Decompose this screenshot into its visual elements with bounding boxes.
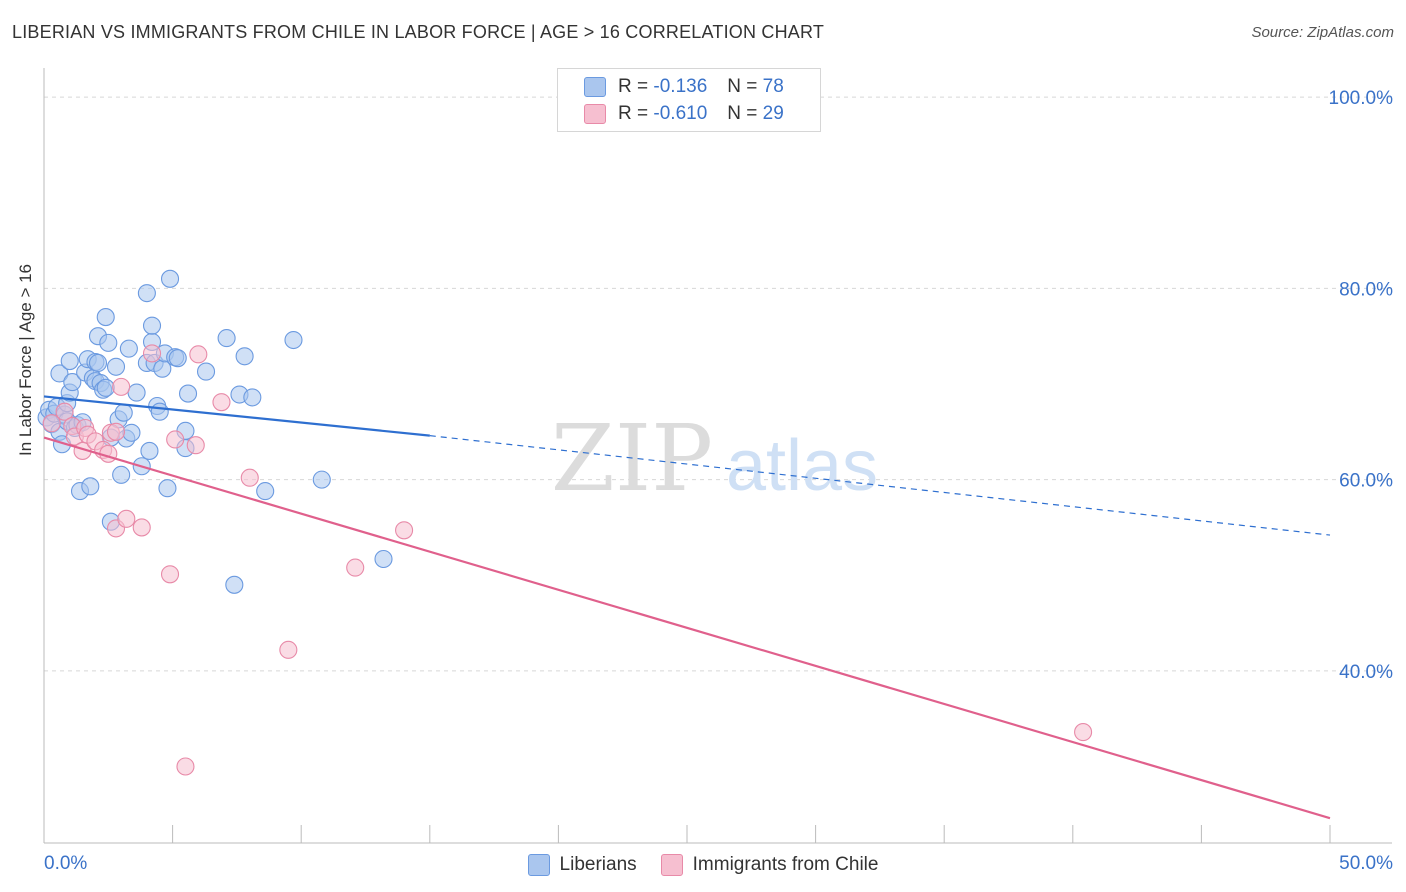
chile-point bbox=[176, 757, 195, 776]
legend-item-chile[interactable]: Immigrants from Chile bbox=[660, 852, 879, 878]
n-label: N = bbox=[727, 103, 758, 124]
data-points bbox=[37, 269, 1093, 776]
liberian-point bbox=[88, 353, 108, 373]
r-value: -0.136 bbox=[653, 76, 708, 97]
liberian-point bbox=[96, 308, 115, 327]
stats-row-chile: R = -0.610 N = 29 bbox=[584, 102, 784, 126]
watermark-atlas: atlas bbox=[726, 426, 878, 506]
liberian-point bbox=[81, 477, 100, 496]
stats-row-liberians: R = -0.136 N = 78 bbox=[584, 75, 784, 99]
legend-item-liberians[interactable]: Liberians bbox=[527, 852, 637, 878]
axes bbox=[43, 68, 1392, 844]
liberian-point bbox=[374, 549, 393, 569]
legend-label: Liberians bbox=[559, 854, 637, 875]
chile-point bbox=[1074, 723, 1093, 742]
legend-label: Immigrants from Chile bbox=[692, 854, 879, 875]
legend: Liberians Immigrants from Chile bbox=[0, 852, 1406, 878]
chile-point bbox=[112, 377, 131, 396]
liberian-point bbox=[127, 383, 146, 402]
tick-labels: 40.0% 60.0% 80.0% 100.0% 0.0% 50.0% bbox=[44, 88, 1393, 874]
chile-point bbox=[279, 640, 298, 659]
liberian-point bbox=[60, 351, 79, 371]
watermark: ZIP atlas bbox=[551, 405, 878, 512]
liberian-point bbox=[225, 575, 244, 594]
chile-point bbox=[160, 565, 180, 584]
liberian-point bbox=[196, 362, 216, 381]
swatch-icon bbox=[584, 77, 606, 97]
liberian-point bbox=[114, 403, 133, 422]
liberian-point bbox=[106, 357, 126, 376]
chile-point bbox=[42, 414, 61, 433]
liberian-trend-extension bbox=[429, 435, 1331, 536]
chile-point bbox=[142, 344, 162, 363]
n-label: N = bbox=[727, 76, 758, 97]
swatch-icon bbox=[584, 104, 606, 124]
liberian-point bbox=[284, 330, 303, 350]
liberian-point bbox=[96, 378, 115, 397]
y-axis-label: In Labor Force | Age > 16 bbox=[16, 263, 35, 456]
liberian-point bbox=[50, 364, 69, 383]
r-label: R = bbox=[618, 103, 649, 124]
liberian-point bbox=[158, 479, 177, 498]
chile-point bbox=[55, 402, 74, 421]
liberian-point bbox=[235, 347, 254, 366]
n-value: 29 bbox=[762, 103, 784, 124]
liberian-point bbox=[312, 470, 331, 489]
y-tick-label: 100.0% bbox=[1329, 88, 1394, 109]
chart-title: LIBERIAN VS IMMIGRANTS FROM CHILE IN LAB… bbox=[12, 22, 825, 42]
grid-lines bbox=[44, 96, 1392, 672]
liberian-point bbox=[140, 441, 159, 460]
chile-trend-line bbox=[43, 436, 1331, 820]
liberian-point bbox=[137, 284, 156, 303]
stats-box: R = -0.136 N = 78 R = -0.610 N = 29 bbox=[557, 68, 821, 132]
chile-point bbox=[166, 430, 185, 449]
chile-point bbox=[189, 345, 208, 364]
y-tick-label: 40.0% bbox=[1339, 662, 1393, 683]
chile-point bbox=[132, 518, 151, 537]
liberian-point bbox=[178, 384, 198, 403]
liberian-trend-line bbox=[43, 395, 430, 437]
liberian-point bbox=[99, 333, 118, 352]
liberian-point bbox=[256, 482, 275, 501]
liberian-point bbox=[122, 423, 141, 442]
liberian-point bbox=[150, 402, 169, 421]
r-value: -0.610 bbox=[653, 103, 708, 124]
chile-point bbox=[106, 422, 126, 441]
r-label: R = bbox=[618, 76, 649, 97]
y-tick-label: 60.0% bbox=[1339, 471, 1393, 492]
chile-point bbox=[212, 393, 231, 412]
liberian-point bbox=[243, 388, 262, 407]
liberian-point bbox=[142, 316, 162, 335]
trend-lines bbox=[43, 395, 1331, 820]
liberian-point bbox=[168, 349, 187, 368]
chile-point bbox=[186, 436, 205, 455]
chile-point bbox=[395, 521, 414, 540]
y-tick-label: 80.0% bbox=[1339, 279, 1393, 300]
source-label: Source: ZipAtlas.com bbox=[1251, 24, 1394, 41]
liberian-point bbox=[63, 373, 82, 392]
liberian-point bbox=[217, 329, 236, 348]
chile-point bbox=[240, 468, 259, 487]
liberian-point bbox=[112, 465, 131, 484]
chile-point bbox=[346, 558, 365, 577]
liberian-point bbox=[119, 339, 138, 358]
x-tick-label: 0.0% bbox=[44, 853, 87, 874]
legend-swatch-icon bbox=[527, 854, 550, 876]
x-tick-label: 50.0% bbox=[1339, 853, 1393, 874]
liberian-point bbox=[160, 269, 180, 288]
n-value: 78 bbox=[762, 76, 784, 97]
chile-point bbox=[117, 509, 136, 528]
legend-swatch-icon bbox=[660, 854, 683, 876]
